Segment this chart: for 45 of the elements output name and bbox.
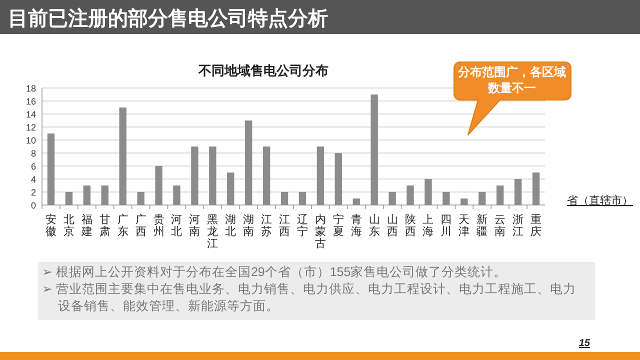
x-tick-label: 河南 (189, 214, 200, 238)
x-tick-label: 黑龙江 (207, 214, 218, 250)
y-tick-label: 2 (30, 188, 36, 198)
text: ➢ 根据网上公开资料对于分布在全国29个省（市）155家售电公司做了分类统计。 (42, 264, 508, 281)
x-tick-label: 四川 (440, 214, 452, 238)
x-tick-label: 甘肃 (99, 213, 110, 238)
annotation: 分布范围广，各区域数量不一 (456, 64, 567, 96)
x-tick-label: 山东 (368, 213, 380, 238)
x-tick-label: 福建 (80, 213, 92, 238)
x-axis-title: 省（直辖市） (567, 194, 633, 207)
y-tick-label: 16 (26, 96, 36, 106)
y-tick-label: 4 (30, 174, 36, 184)
y-tick-label: 10 (26, 136, 36, 146)
y-tick-label: 8 (30, 148, 36, 158)
x-tick-label: 新疆 (476, 213, 488, 238)
text: ➢ 营业范围主要集中在售电业务、电力销售、电力供应、电力工程设计、电力工程施工、电力设备销售、能效管理、新能源等方面。 (42, 281, 577, 315)
x-tick-label: 云南 (494, 214, 506, 238)
text: 15 (578, 338, 590, 349)
x-tick-label: 宁夏 (332, 213, 344, 238)
x-tick-label: 江苏 (261, 214, 272, 238)
x-tick-label: 天津 (458, 214, 470, 238)
y-tick-label: 6 (30, 162, 36, 172)
x-tick-label: 上海 (422, 213, 434, 238)
y-tick-label: 14 (26, 110, 36, 120)
chart-subtitle: 不同地域售电公司分布 (198, 63, 328, 78)
x-tick-label: 江西 (279, 214, 290, 238)
y-tick-label: 0 (30, 200, 36, 210)
x-tick-label: 安徽 (45, 213, 56, 238)
x-tick-label: 山西 (386, 213, 398, 238)
x-tick-label: 湖南 (243, 214, 254, 238)
x-tick-label: 贵州 (153, 213, 164, 238)
y-tick-label: 12 (26, 122, 36, 132)
x-tick-label: 广东 (117, 213, 128, 238)
x-tick-label: 河北 (171, 214, 182, 238)
x-tick-label: 广西 (135, 213, 146, 238)
x-tick-label: 陕西 (404, 214, 416, 238)
x-tick-label: 浙江 (512, 213, 524, 238)
x-tick-label: 内蒙古 (314, 213, 326, 250)
x-tick-label: 青海 (350, 213, 362, 238)
chart-title: 目前已注册的部分售电公司特点分析 (8, 7, 328, 30)
x-tick-label: 辽宁 (296, 214, 308, 238)
x-tick-label: 北京 (63, 213, 74, 238)
x-tick-label: 湖北 (225, 214, 236, 238)
y-tick-label: 18 (26, 84, 36, 94)
x-tick-label: 重庆 (530, 213, 542, 238)
